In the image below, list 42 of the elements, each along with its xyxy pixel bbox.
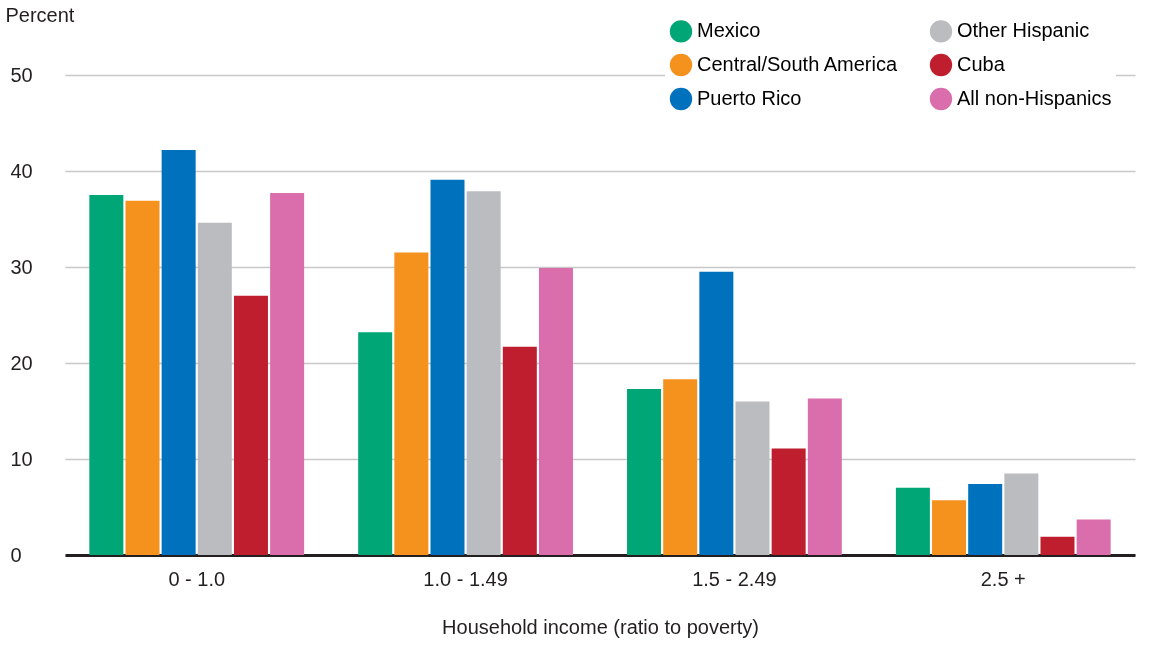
x-tick-label: 2.5 + <box>980 567 1026 590</box>
bar <box>161 149 196 555</box>
legend-label: All non-Hispanics <box>957 87 1112 109</box>
bar <box>807 398 842 555</box>
bar <box>663 379 698 555</box>
bar <box>735 401 770 555</box>
x-tick-label: 1.0 - 1.49 <box>423 567 508 590</box>
bar <box>89 195 124 555</box>
bar <box>394 252 429 555</box>
legend-label: Central/South America <box>697 53 898 75</box>
bar <box>968 483 1003 555</box>
y-tick-label: 10 <box>10 447 33 470</box>
legend-label: Puerto Rico <box>697 87 802 109</box>
bar <box>895 487 930 555</box>
bar <box>1040 536 1075 555</box>
bar <box>502 346 537 555</box>
bar <box>699 271 734 555</box>
y-tick-label: 30 <box>10 255 33 278</box>
bar <box>125 200 160 555</box>
bar <box>1076 519 1111 555</box>
bar <box>270 193 305 555</box>
legend-label: Mexico <box>697 19 761 42</box>
bar <box>466 191 501 555</box>
x-tick-label: 1.5 - 2.49 <box>692 567 777 590</box>
legend-label: Cuba <box>957 53 1006 75</box>
x-tick-label: 0 - 1.0 <box>168 567 226 590</box>
bar <box>197 222 232 555</box>
y-tick-label: 0 <box>10 543 22 566</box>
y-tick-label: 50 <box>10 63 33 86</box>
bar <box>233 295 268 555</box>
bar <box>932 500 967 555</box>
y-axis-title: Percent <box>5 3 75 26</box>
y-tick-label: 20 <box>10 351 33 374</box>
bar <box>430 179 465 555</box>
bar <box>627 388 662 555</box>
legend-label: Other Hispanic <box>957 19 1090 42</box>
bar <box>358 332 393 555</box>
bar <box>538 267 573 555</box>
bar <box>771 448 806 555</box>
x-axis-title: Household income (ratio to poverty) <box>442 615 759 638</box>
bar <box>1004 473 1039 555</box>
y-tick-label: 40 <box>10 159 33 182</box>
